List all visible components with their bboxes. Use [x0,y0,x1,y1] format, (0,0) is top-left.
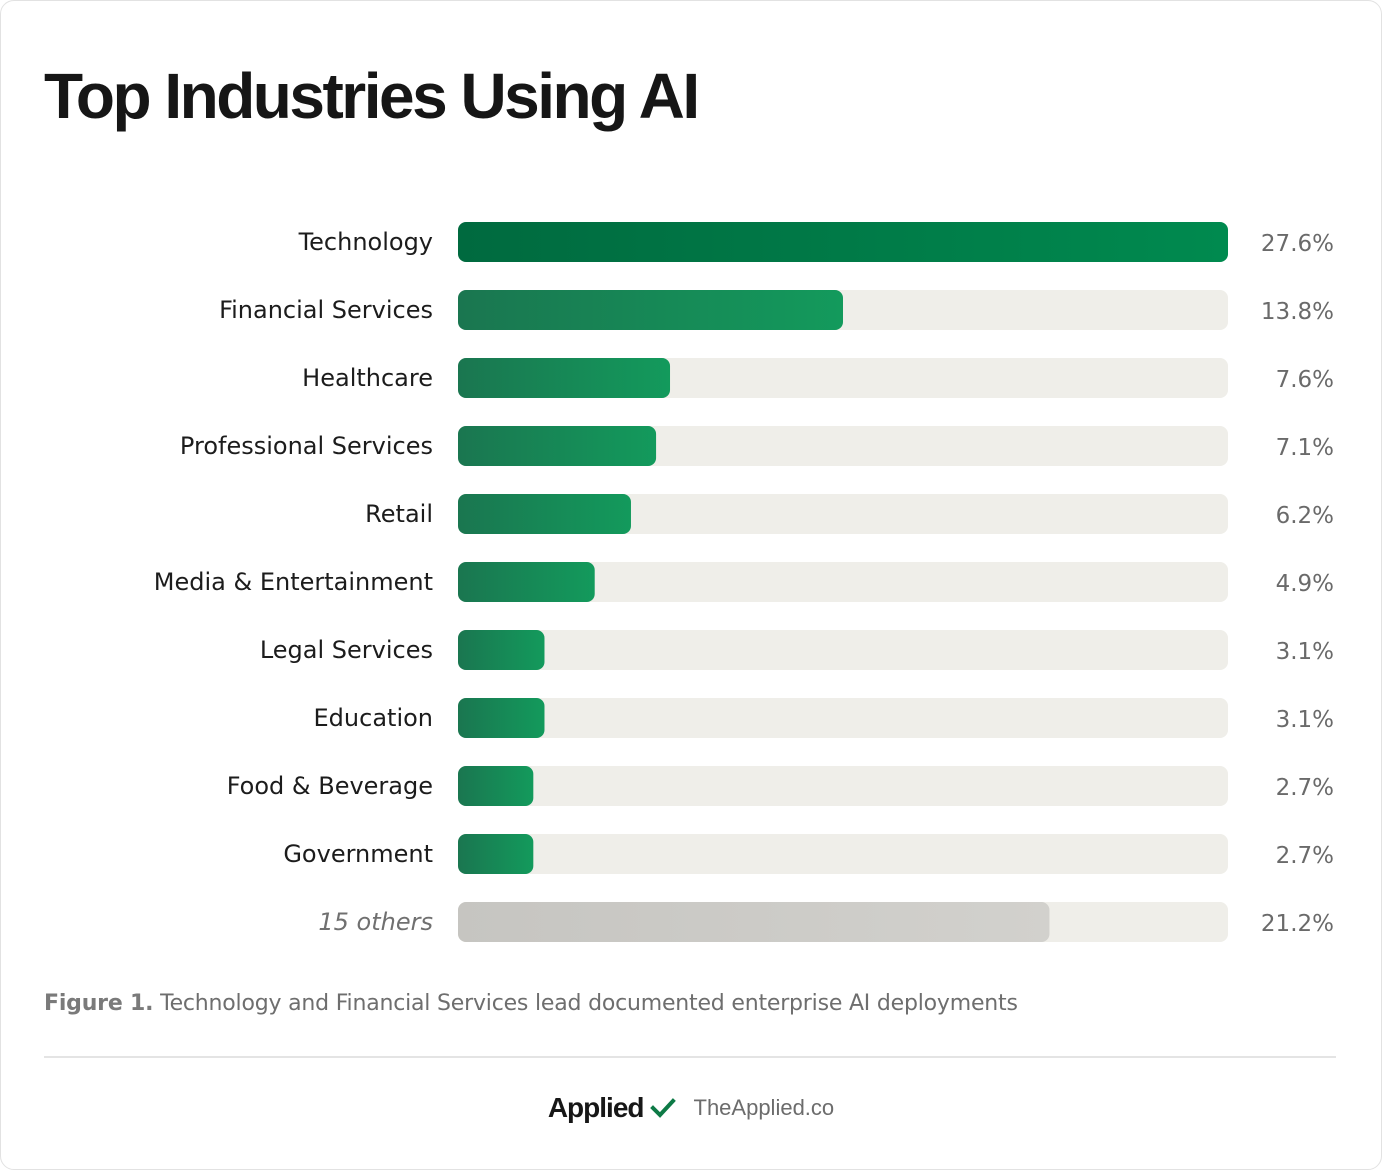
bar-row-professional-services: Professional Services 7.1% [180,426,1334,466]
category-label: Media & Entertainment [154,568,433,596]
brand-logo-text: Applied [547,1092,645,1123]
value-label: 7.6% [1276,367,1334,393]
bar-row-government: Government 2.7% [283,834,1334,874]
check-icon [649,1098,676,1118]
value-label: 6.2% [1276,503,1334,529]
caption-text: Technology and Financial Services lead d… [160,991,1018,1016]
caption-prefix: Figure 1. [44,991,154,1016]
value-label: 2.7% [1276,775,1334,801]
bar-track [458,562,1228,602]
category-label: Professional Services [180,432,433,460]
bar [458,902,1050,942]
bar-row-technology: Technology 27.6% [298,222,1334,262]
category-label: Education [314,704,433,732]
footer: Applied TheApplied.co [0,1088,1382,1128]
bar-track [458,834,1228,874]
category-label: Legal Services [260,636,433,664]
value-label: 27.6% [1261,231,1334,257]
bar-track [458,766,1228,806]
category-label: 15 others [318,908,433,936]
bar [458,494,631,534]
bar-row-legal-services: Legal Services 3.1% [260,630,1334,670]
bar-row-healthcare: Healthcare 7.6% [302,358,1334,398]
bar-track [458,630,1228,670]
value-label: 3.1% [1276,707,1334,733]
bar [458,834,534,874]
bar [458,766,534,806]
site-link[interactable]: TheApplied.co [693,1095,835,1120]
bar [458,358,671,398]
bar-row-education: Education 3.1% [314,698,1334,738]
bar [458,698,545,738]
bar-row-food-beverage: Food & Beverage 2.7% [227,766,1334,806]
bar [458,630,545,670]
bar-track [458,494,1228,534]
category-label: Retail [365,500,433,528]
value-label: 2.7% [1276,843,1334,869]
value-label: 13.8% [1261,299,1334,325]
bar-row-15-others: 15 others 21.2% [318,902,1334,942]
bar [458,222,1228,262]
bar [458,426,657,466]
bar-row-retail: Retail 6.2% [365,494,1334,534]
category-label: Technology [298,228,433,256]
value-label: 21.2% [1261,911,1334,937]
bar [458,290,843,330]
category-label: Food & Beverage [227,772,433,800]
bar-row-financial-services: Financial Services 13.8% [219,290,1334,330]
bar-row-media-entertainment: Media & Entertainment 4.9% [154,562,1334,602]
value-label: 3.1% [1276,639,1334,665]
value-label: 7.1% [1276,435,1334,461]
category-label: Healthcare [302,364,433,392]
figure-caption: Figure 1. Technology and Financial Servi… [44,991,1018,1016]
bar-track [458,698,1228,738]
chart-title: Top Industries Using AI [44,60,700,132]
value-label: 4.9% [1276,571,1334,597]
category-label: Financial Services [219,296,433,324]
footer-divider [44,1056,1336,1058]
bar [458,562,595,602]
category-label: Government [283,840,433,868]
